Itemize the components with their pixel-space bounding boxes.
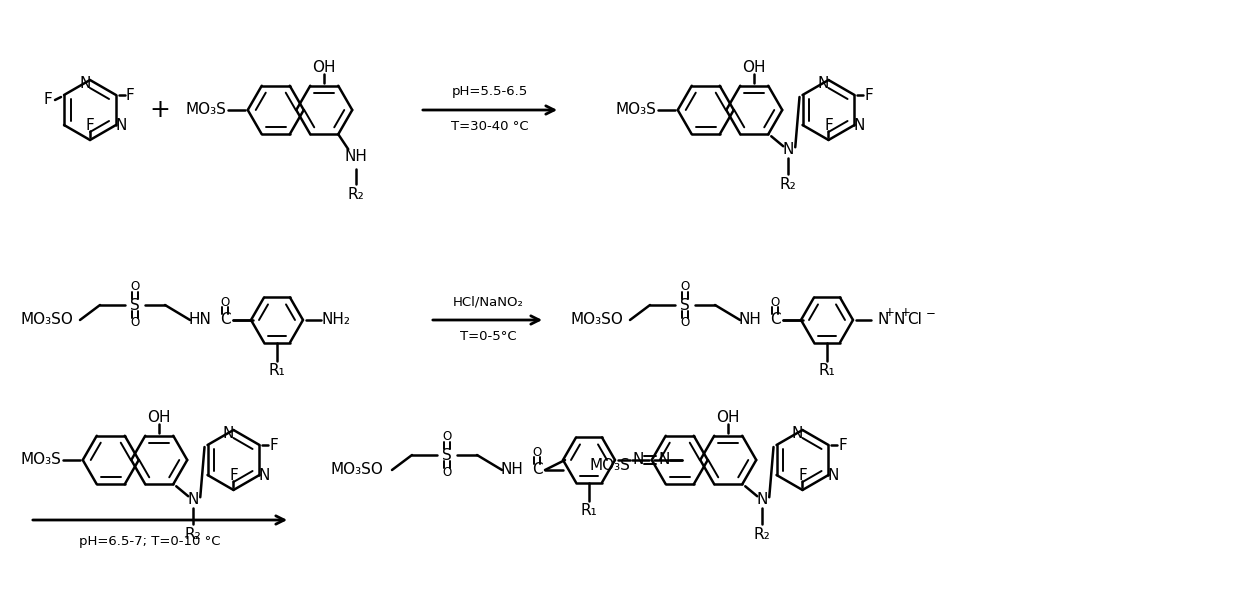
Text: R₁: R₁ xyxy=(269,363,285,378)
Text: C: C xyxy=(532,463,542,478)
Text: +: + xyxy=(885,307,895,320)
Text: O: O xyxy=(532,445,542,459)
Text: O: O xyxy=(130,281,140,293)
Text: N: N xyxy=(828,468,839,483)
Text: N: N xyxy=(893,313,905,328)
Text: R₁: R₁ xyxy=(818,363,836,378)
Text: F: F xyxy=(125,88,134,103)
Text: R₂: R₂ xyxy=(185,526,202,542)
Text: MO₃S: MO₃S xyxy=(20,453,61,468)
Text: S: S xyxy=(130,297,140,313)
Text: OH: OH xyxy=(312,60,336,75)
Text: pH=5.5-6.5: pH=5.5-6.5 xyxy=(451,85,528,99)
Text: OH: OH xyxy=(717,410,740,426)
Text: O: O xyxy=(221,296,229,308)
Text: F: F xyxy=(229,469,238,483)
Text: O: O xyxy=(681,281,689,293)
Text: S: S xyxy=(443,448,451,463)
Text: F: F xyxy=(825,118,833,133)
Text: O: O xyxy=(681,317,689,329)
Text: HN: HN xyxy=(188,313,212,328)
Text: +: + xyxy=(150,98,170,122)
Text: N: N xyxy=(792,426,804,441)
Text: N: N xyxy=(818,76,830,91)
Text: N: N xyxy=(115,118,126,132)
Text: T=30-40 °C: T=30-40 °C xyxy=(451,120,528,132)
Text: MO₃SO: MO₃SO xyxy=(570,313,622,328)
Text: T=0-5°C: T=0-5°C xyxy=(460,329,516,343)
Text: NH: NH xyxy=(739,313,761,328)
Text: HCl/NaNO₂: HCl/NaNO₂ xyxy=(453,296,523,308)
Text: NH: NH xyxy=(345,149,368,163)
Text: F: F xyxy=(864,88,873,103)
Text: N: N xyxy=(782,142,794,157)
Text: N: N xyxy=(756,492,768,507)
Text: R₂: R₂ xyxy=(780,177,796,192)
Text: N: N xyxy=(79,76,91,91)
Text: R₂: R₂ xyxy=(754,526,770,542)
Text: N: N xyxy=(259,468,270,483)
Text: MO₃SO: MO₃SO xyxy=(20,313,73,328)
Text: N: N xyxy=(632,453,644,468)
Text: MO₃S: MO₃S xyxy=(615,103,656,118)
Text: R₁: R₁ xyxy=(580,503,598,518)
Text: C: C xyxy=(219,313,231,328)
Text: OH: OH xyxy=(148,410,171,426)
Text: MO₃S: MO₃S xyxy=(185,103,226,118)
Text: N: N xyxy=(187,492,198,507)
Text: F: F xyxy=(269,438,278,453)
Text: N: N xyxy=(658,453,670,468)
Text: NH₂: NH₂ xyxy=(321,313,351,328)
Text: F: F xyxy=(838,438,847,453)
Text: −: − xyxy=(926,307,936,320)
Text: +: + xyxy=(901,307,911,320)
Text: MO₃SO: MO₃SO xyxy=(330,463,383,478)
Text: N: N xyxy=(878,313,889,328)
Text: R₂: R₂ xyxy=(348,187,365,202)
Text: OH: OH xyxy=(743,60,766,75)
Text: N: N xyxy=(223,426,234,441)
Text: F: F xyxy=(799,469,807,483)
Text: N: N xyxy=(854,118,866,132)
Text: pH=6.5-7; T=0-10 °C: pH=6.5-7; T=0-10 °C xyxy=(79,535,221,549)
Text: F: F xyxy=(86,118,94,133)
Text: MO₃S: MO₃S xyxy=(589,457,630,472)
Text: NH: NH xyxy=(501,463,523,478)
Text: O: O xyxy=(443,430,451,444)
Text: C: C xyxy=(770,313,780,328)
Text: Cl: Cl xyxy=(908,313,923,328)
Text: O: O xyxy=(130,317,140,329)
Text: F: F xyxy=(43,93,52,108)
Text: O: O xyxy=(770,296,780,308)
Text: O: O xyxy=(443,466,451,480)
Text: S: S xyxy=(680,297,689,313)
